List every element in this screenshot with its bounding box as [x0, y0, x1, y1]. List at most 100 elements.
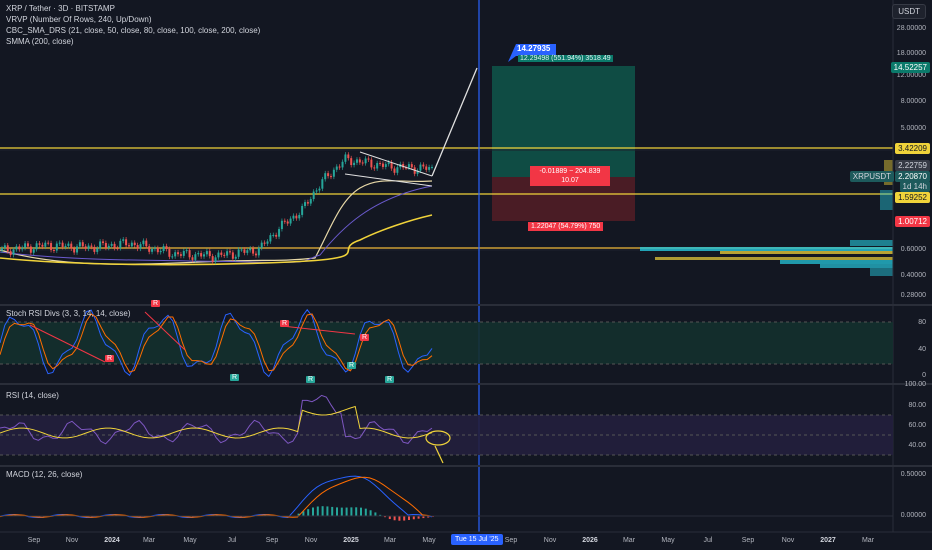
time-tick: May [422, 537, 436, 544]
time-tick: May [183, 537, 197, 544]
candle-body [315, 190, 318, 192]
candle-body [133, 242, 136, 246]
candle-body [280, 220, 283, 230]
macd-bar [336, 507, 338, 516]
candle-body [370, 159, 373, 168]
time-tick: May [661, 537, 675, 544]
candle-body [148, 246, 151, 252]
candle-body [73, 248, 76, 253]
candle-body [275, 234, 278, 237]
candle-body [145, 240, 148, 247]
projection-line[interactable] [431, 67, 478, 177]
time-tick: Mar [861, 537, 875, 544]
macd-line [0, 475, 433, 519]
candle-body [194, 254, 197, 260]
candle-body [410, 164, 413, 168]
stoch-bear-divergence [144, 311, 186, 351]
macd-bar [312, 507, 314, 516]
macd-bar [355, 507, 358, 516]
macd-signal-line [0, 476, 433, 518]
macd-bar [360, 507, 362, 516]
candle-body [309, 199, 312, 204]
candle-body [234, 256, 237, 259]
rsi-tick: 100.00 [904, 381, 926, 388]
stoch-bear-divergence [281, 325, 356, 335]
candle-body [44, 242, 47, 247]
candle-body [12, 249, 15, 255]
macd-bar [374, 512, 377, 516]
candle-body [373, 167, 376, 169]
time-tick: Nov [543, 537, 557, 544]
triangle-drawing[interactable] [344, 151, 433, 187]
candle-body [55, 243, 58, 251]
rsi-arrow-annotation[interactable] [434, 445, 444, 464]
time-tick: Sep [504, 537, 518, 544]
macd-bar [326, 506, 329, 516]
candle-body [306, 202, 309, 204]
candle-body [402, 163, 405, 168]
rsi-pane-title[interactable]: RSI (14, close) [6, 391, 59, 400]
candle-body [393, 168, 396, 173]
macd-bar [398, 516, 401, 521]
candle-body [81, 242, 84, 247]
time-tick: Nov [65, 537, 79, 544]
candle-body [191, 257, 194, 260]
candle-body [165, 246, 168, 249]
target-price-label: 14.52257 [890, 62, 930, 73]
macd-bar [67, 514, 70, 516]
divergence-signal: R [151, 300, 161, 307]
candle-body [367, 158, 370, 160]
entry-box[interactable]: -0.01889 − 204.839 10.07 [530, 166, 610, 186]
macd-bar [364, 508, 367, 516]
stoch-pane-title[interactable]: Stoch RSI Divs (3, 3, 14, 14, close) [6, 309, 131, 318]
time-tick: Sep [27, 537, 41, 544]
candle-body [304, 202, 307, 206]
rsi-ma-line [0, 405, 433, 439]
candle-body [156, 247, 159, 253]
rsi-line [0, 394, 433, 445]
macd-bar [345, 507, 348, 516]
candle-body [38, 243, 41, 245]
stoch-band [0, 322, 893, 364]
time-tick: 2026 [582, 537, 598, 544]
candle-body [188, 250, 191, 258]
candle-body [64, 245, 67, 247]
candle-body [127, 245, 130, 247]
macd-bar [427, 516, 430, 518]
macd-pane-title[interactable]: MACD (12, 26, close) [6, 470, 83, 479]
rsi-circle-annotation[interactable] [425, 430, 451, 446]
crosshair-date-label: Tue 15 Jul '25 [451, 534, 503, 545]
candle-body [174, 252, 177, 257]
candle-body [87, 245, 90, 249]
candle-body [15, 246, 18, 250]
candle-body [240, 249, 243, 251]
candle-body [347, 154, 350, 159]
candle-body [168, 248, 171, 257]
candle-body [217, 252, 220, 258]
candle-body [162, 246, 165, 252]
candle-body [312, 191, 315, 200]
macd-bar [302, 511, 305, 516]
candle-body [263, 242, 266, 244]
macd-bar [168, 514, 170, 516]
indicator-sma[interactable]: CBC_SMA_DRS (21, close, 50, close, 80, c… [6, 26, 261, 35]
macd-tick: 0.50000 [900, 471, 926, 478]
target-value-label[interactable]: 14.27935 [517, 44, 551, 53]
time-tick: Mar [383, 537, 397, 544]
candle-body [431, 166, 433, 168]
candle-body [200, 253, 203, 257]
candle-body [58, 242, 61, 244]
currency-button[interactable]: USDT [892, 4, 926, 19]
indicator-vrvp[interactable]: VRVP (Number Of Rows, 240, Up/Down) [6, 15, 152, 24]
candle-body [390, 162, 393, 169]
macd-tick: 0.00000 [900, 512, 926, 519]
price-tick: 12.00000 [896, 72, 926, 79]
price-tick: 8.00000 [900, 98, 926, 105]
macd-bar [388, 516, 391, 520]
candle-body [93, 246, 96, 252]
candle-body [243, 249, 246, 253]
target-price-tag[interactable] [508, 44, 556, 62]
indicator-smma[interactable]: SMMA (200, close) [6, 37, 74, 46]
candle-body [116, 248, 119, 250]
